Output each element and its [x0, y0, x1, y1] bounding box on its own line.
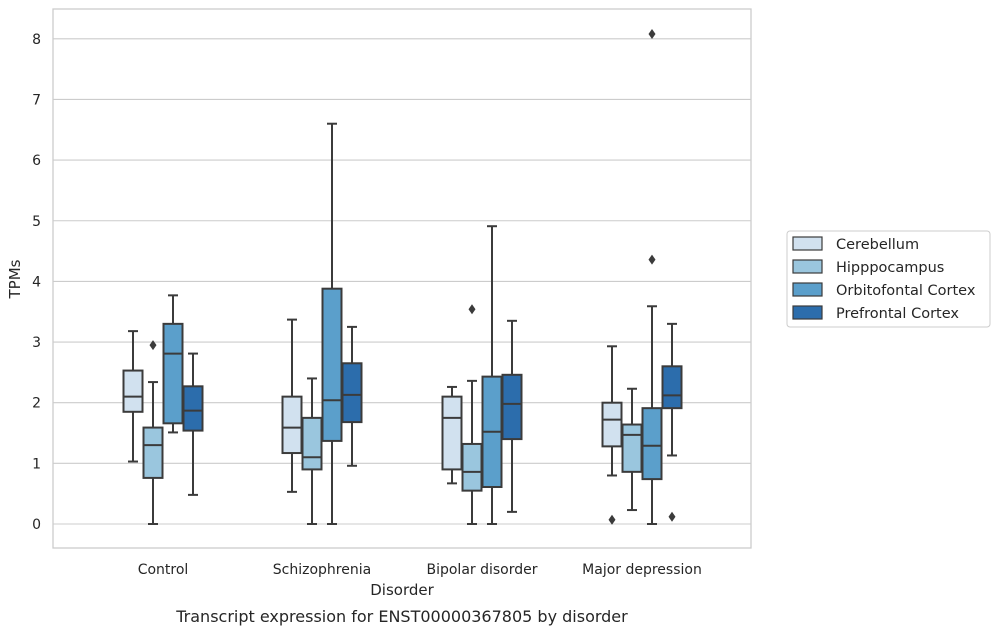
box-iqr — [501, 373, 523, 441]
outlier-point — [468, 304, 476, 315]
legend: Cerebellum Hipppocampus Orbitofontal Corte… — [786, 230, 991, 328]
x-tick-label: Bipolar disorder — [426, 562, 537, 578]
legend-label: Prefrontal Cortex — [836, 306, 959, 322]
legend-label: Cerebellum — [836, 237, 919, 253]
y-tick-labels: 0 1 2 3 4 5 6 7 8 — [32, 32, 41, 533]
y-tick-label: 4 — [32, 274, 41, 290]
outlier-point — [608, 514, 616, 525]
x-tick-labels: Control Schizophrenia Bipolar disorder Majo… — [138, 562, 702, 578]
y-tick-label: 3 — [32, 335, 41, 351]
outlier-point — [648, 254, 656, 265]
legend-swatch — [792, 236, 823, 251]
y-axis-title: TPMs — [6, 259, 24, 299]
boxes — [122, 28, 683, 525]
x-tick-label: Major depression — [582, 562, 702, 578]
outlier-point — [648, 28, 656, 39]
box-iqr — [162, 322, 184, 425]
y-tick-label: 6 — [32, 153, 41, 169]
outlier-point — [149, 340, 157, 351]
box-hipppocampus — [461, 304, 483, 525]
y-tick-label: 8 — [32, 32, 41, 48]
box-hipppocampus — [621, 387, 643, 512]
box-iqr — [281, 395, 303, 455]
box-prefrontal-cortex — [501, 319, 523, 513]
box-iqr — [661, 365, 683, 410]
box-iqr — [122, 369, 144, 413]
box-prefrontal-cortex — [661, 322, 683, 522]
figure-caption: Transcript expression for ENST0000036780… — [175, 607, 628, 626]
y-tick-label: 7 — [32, 92, 41, 108]
x-tick-label: Schizophrenia — [273, 562, 371, 578]
box-iqr — [641, 407, 663, 481]
box-prefrontal-cortex — [182, 352, 204, 496]
box-prefrontal-cortex — [341, 325, 363, 467]
box-cerebellum — [122, 330, 144, 463]
legend-frame — [786, 230, 991, 328]
box-orbitofontal-cortex — [321, 122, 343, 525]
box-orbitofontal-cortex — [481, 225, 503, 525]
legend-label: Orbitofontal Cortex — [836, 283, 976, 299]
legend-swatch — [792, 259, 823, 274]
outlier-point — [668, 511, 676, 522]
y-tick-label: 1 — [32, 456, 41, 472]
box-iqr — [182, 385, 204, 432]
box-hipppocampus — [142, 340, 164, 525]
plot-area-frame — [52, 8, 752, 549]
x-axis-title: Disorder — [370, 581, 434, 599]
box-iqr — [321, 287, 343, 442]
box-iqr — [341, 362, 363, 424]
legend-swatch — [792, 282, 823, 297]
box-iqr — [142, 426, 164, 479]
box-iqr — [461, 442, 483, 492]
legend-swatch — [792, 305, 823, 320]
y-tick-label: 0 — [32, 517, 41, 533]
box-iqr — [301, 416, 323, 471]
box-iqr — [441, 395, 463, 471]
box-hipppocampus — [301, 377, 323, 525]
box-cerebellum — [281, 318, 303, 493]
box-orbitofontal-cortex — [641, 28, 663, 525]
box-orbitofontal-cortex — [162, 294, 184, 434]
box-iqr — [601, 401, 623, 448]
x-tick-label: Control — [138, 562, 189, 578]
box-cerebellum — [601, 345, 623, 525]
box-iqr — [621, 423, 643, 473]
y-tick-label: 5 — [32, 214, 41, 230]
box-cerebellum — [441, 385, 463, 485]
y-tick-label: 2 — [32, 396, 41, 412]
legend-label: Hipppocampus — [836, 260, 944, 276]
